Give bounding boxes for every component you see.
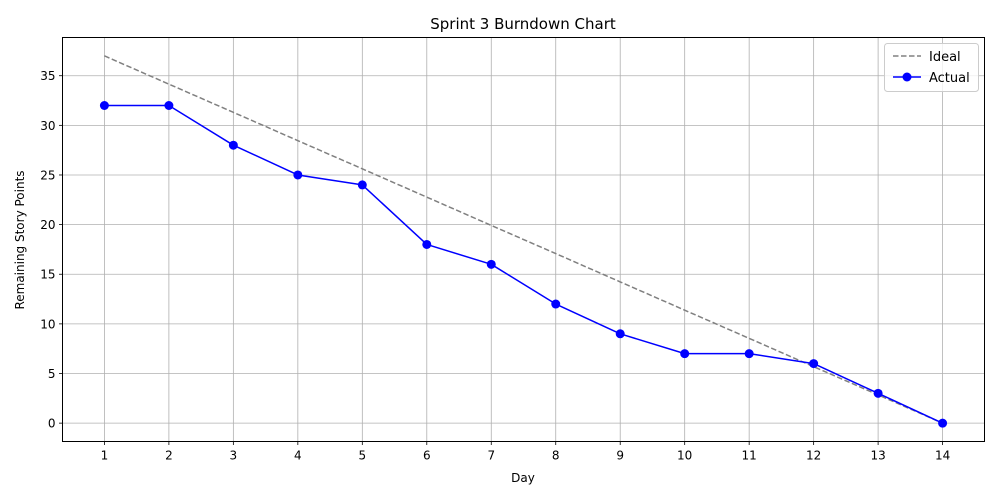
y-axis-title: Remaining Story Points	[13, 170, 27, 309]
x-tick-label: 13	[870, 449, 885, 463]
data-point-actual	[680, 349, 690, 359]
data-point-actual	[938, 418, 948, 428]
y-tick-label: 5	[48, 367, 56, 381]
x-tick-label: 5	[358, 449, 366, 463]
legend: Ideal Actual	[884, 43, 979, 92]
legend-ideal-label: Ideal	[929, 50, 961, 65]
legend-actual-label: Actual	[929, 71, 970, 86]
series-layer	[99, 55, 948, 428]
data-point-actual	[615, 329, 625, 339]
x-tick-label: 10	[677, 449, 692, 463]
x-tick-label: 6	[423, 449, 431, 463]
data-point-actual	[809, 359, 819, 369]
data-point-actual	[551, 299, 561, 309]
y-tick-label: 20	[40, 218, 55, 232]
x-tick-label: 3	[230, 449, 238, 463]
data-point-actual	[228, 140, 238, 150]
data-point-actual	[486, 259, 496, 269]
data-point-actual	[422, 239, 432, 249]
y-tick-label: 10	[40, 317, 55, 331]
y-tick-label: 15	[40, 268, 55, 282]
data-point-actual	[744, 349, 754, 359]
x-axis-title: Day	[511, 471, 535, 485]
x-tick-label: 14	[935, 449, 950, 463]
x-tick-label: 1	[101, 449, 109, 463]
data-point-actual	[873, 388, 883, 398]
series-line-actual	[104, 104, 943, 424]
x-tick-label: 7	[487, 449, 495, 463]
data-point-actual	[99, 100, 109, 110]
data-point-actual	[164, 100, 174, 110]
legend-actual-marker	[902, 72, 912, 82]
x-tick-label: 2	[165, 449, 173, 463]
chart-title: Sprint 3 Burndown Chart	[430, 15, 616, 33]
series-line-ideal	[104, 55, 943, 424]
plot-frame	[62, 37, 985, 442]
x-tick-label: 12	[806, 449, 821, 463]
x-tick-label: 8	[552, 449, 560, 463]
y-tick-label: 35	[40, 69, 55, 83]
x-tick-label: 4	[294, 449, 302, 463]
data-point-actual	[293, 170, 303, 180]
data-point-actual	[357, 180, 367, 190]
y-tick-label: 0	[48, 417, 56, 431]
grid-lines	[62, 37, 985, 442]
y-tick-label: 30	[40, 119, 55, 133]
y-tick-label: 25	[40, 168, 55, 182]
x-tick-label: 11	[742, 449, 757, 463]
x-tick-label: 9	[616, 449, 624, 463]
